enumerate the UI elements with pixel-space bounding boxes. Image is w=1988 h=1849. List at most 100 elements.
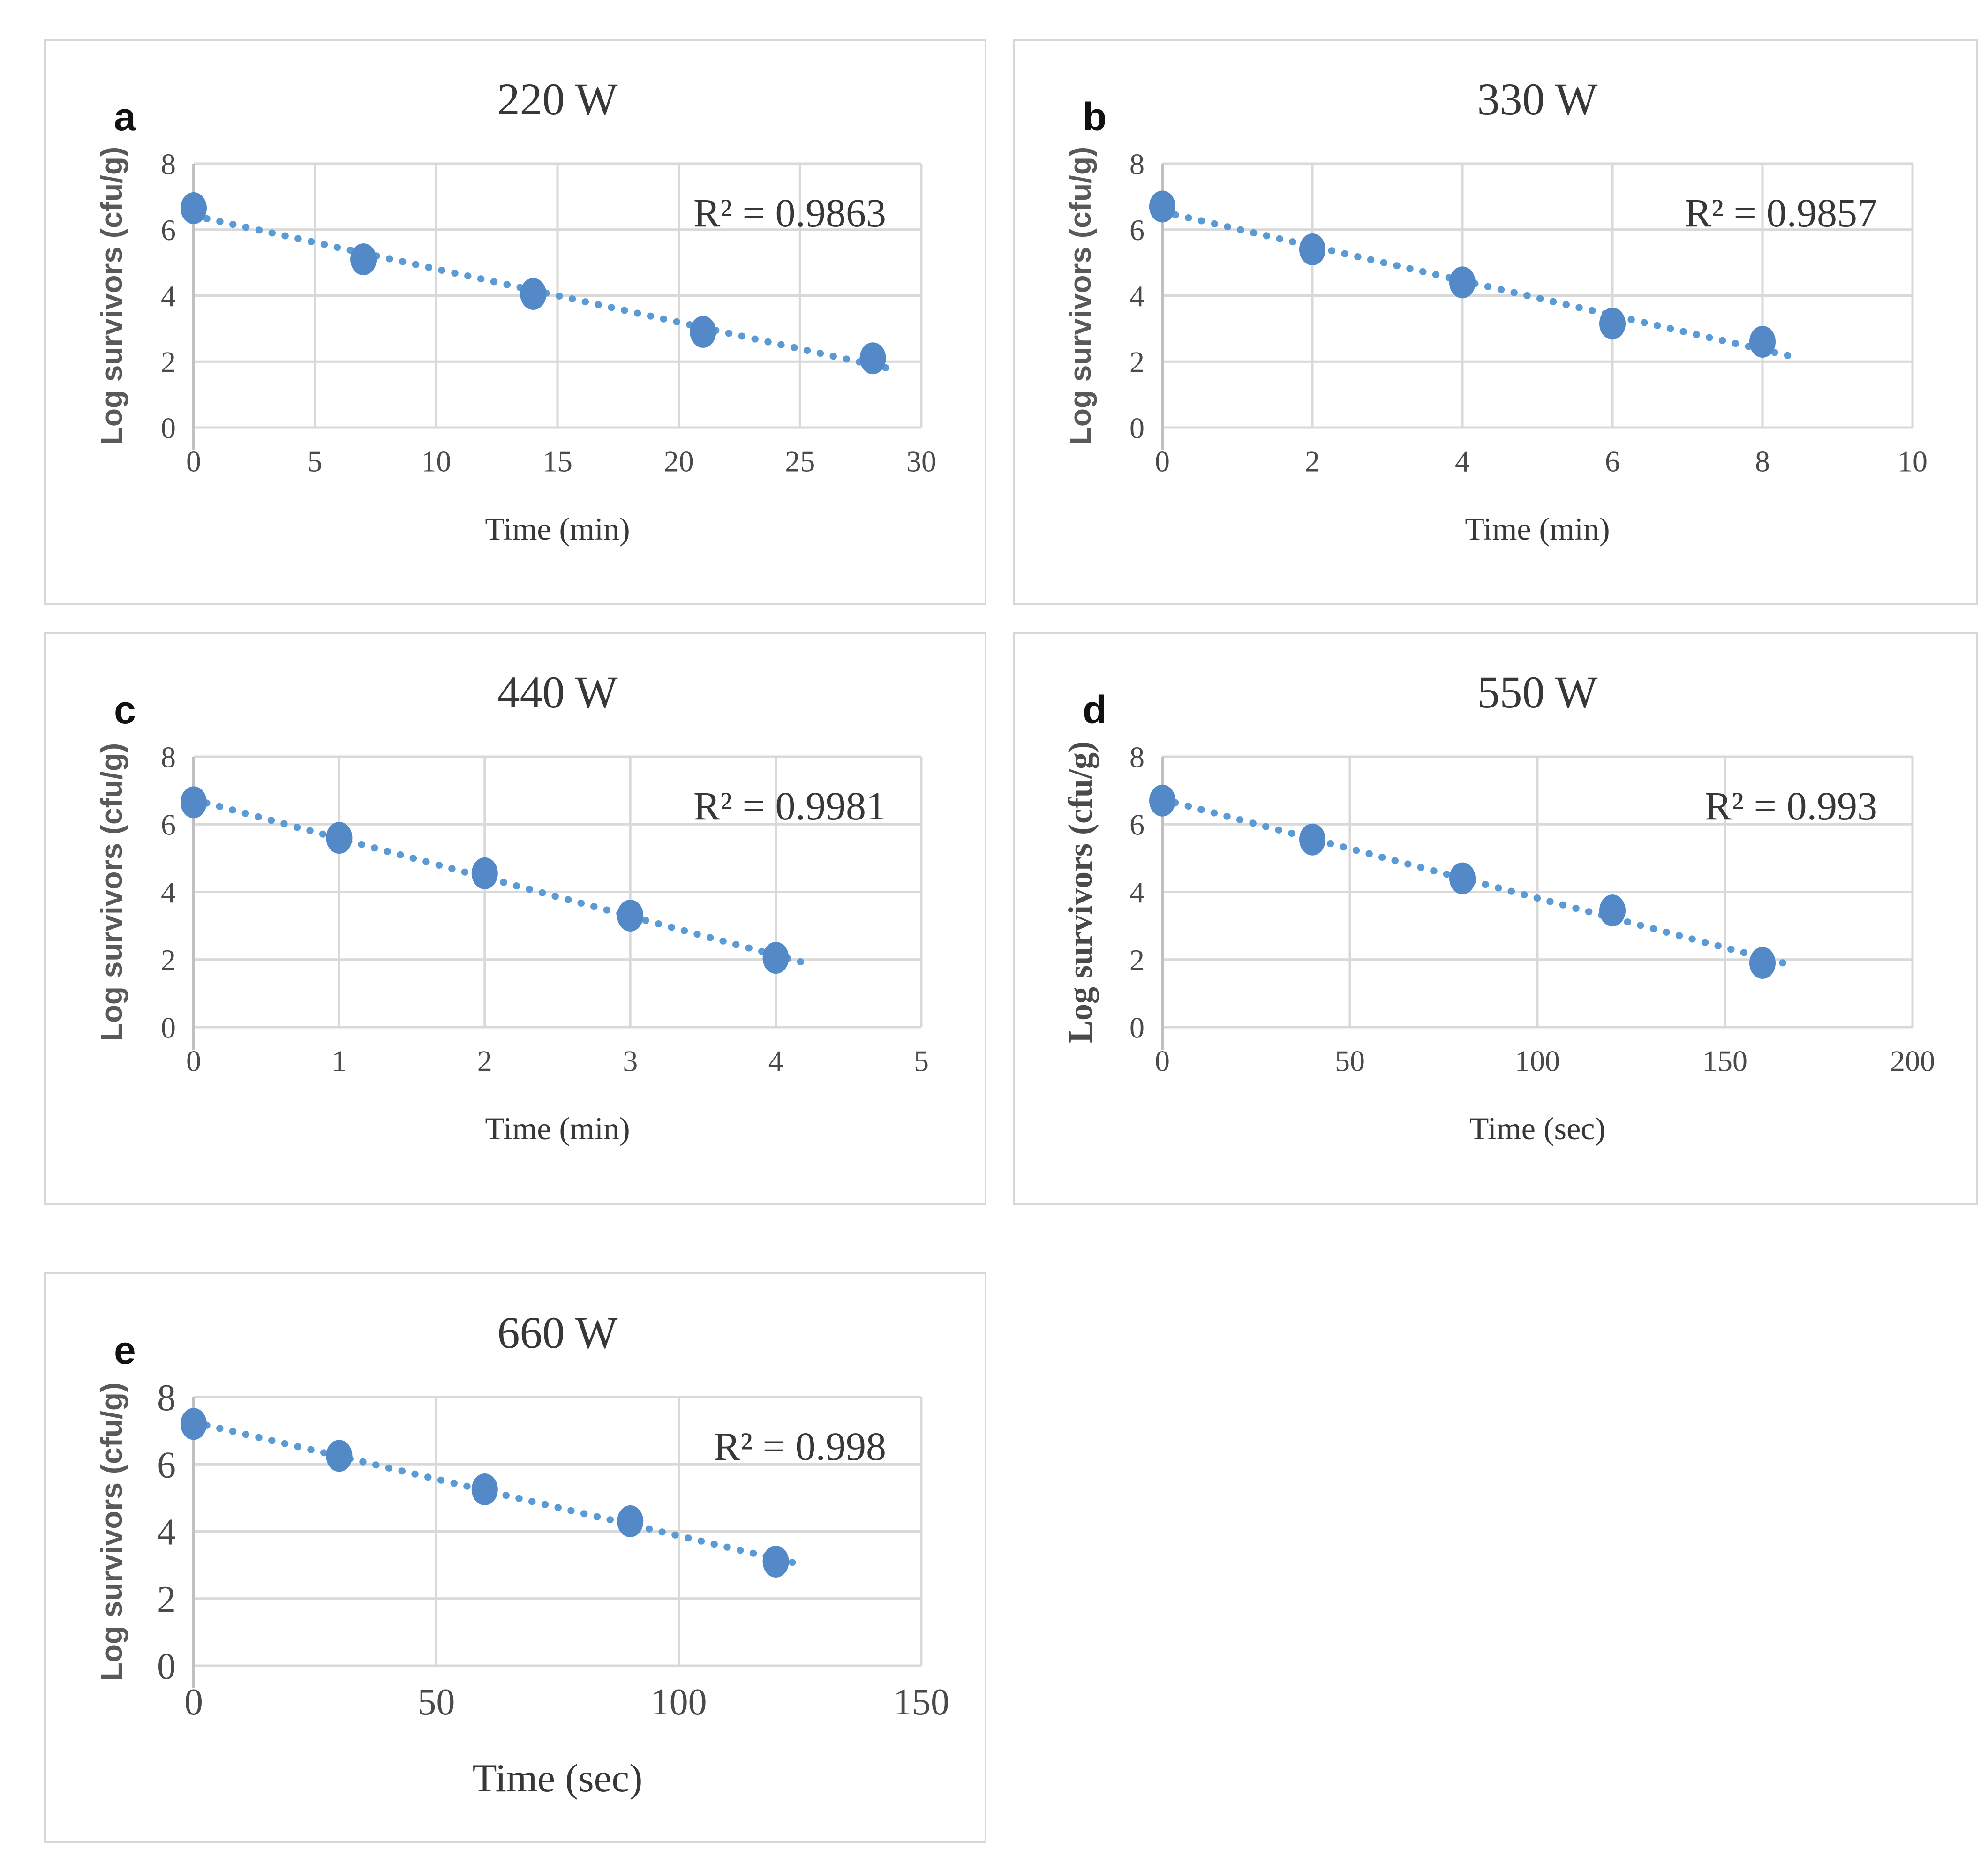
panel-letter: b [1083,95,1107,139]
trendline [190,1419,805,1568]
x-tick-label: 50 [1335,1045,1365,1078]
chart-title: 550 W [1477,667,1598,717]
panel-letter: a [114,95,136,139]
y-tick-label: 6 [1130,808,1145,842]
data-point-marker [1599,308,1626,340]
chart-title: 220 W [497,74,618,124]
data-point-marker [1449,862,1476,894]
panel-letter: e [114,1328,136,1372]
y-tick-label: 4 [157,1512,176,1553]
x-tick-label: 0 [184,1682,203,1723]
y-tick-label: 8 [1130,740,1145,774]
y-tick-label: 0 [161,1011,176,1044]
chart-panel-550w: d 550 W Log survivors (cfu/g) 0 50 100 150 2… [1013,632,1978,1205]
y-tick-label: 2 [1130,346,1145,379]
chart-panel-660w: e 660 W Log survivors (cfu/g) 0 50 100 150 0… [44,1272,986,1843]
data-point-marker [181,1408,207,1440]
y-tick-label: 8 [161,147,176,180]
x-tick-label: 30 [906,445,936,478]
y-tick-label: 8 [1130,147,1145,180]
x-tick-label: 4 [768,1045,783,1078]
trendline [1159,208,1792,360]
data-point-marker [181,192,207,225]
chart-panel-220w: a 220 W Log survivors (cfu/g) 0 5 10 15 20 25… [44,39,986,605]
y-tick-label: 0 [1130,411,1145,444]
data-point-marker [520,278,547,310]
data-point-marker [1749,947,1776,979]
panel-letter: c [114,688,136,732]
x-tick-label: 5 [914,1045,929,1078]
y-tick-label: 2 [157,1579,176,1620]
data-point-marker [326,1440,353,1472]
y-tick-label: 4 [1130,279,1145,313]
x-tick-label: 2 [1305,445,1320,478]
y-tick-label: 8 [161,740,176,774]
y-tick-label: 6 [161,808,176,842]
x-tick-label: 150 [1702,1045,1747,1078]
x-tick-label: 200 [1890,1045,1935,1078]
x-tick-label: 100 [1515,1045,1560,1078]
data-point-marker [1449,266,1476,299]
y-tick-label: 2 [161,346,176,379]
data-point-marker [1749,326,1776,358]
y-tick-label: 6 [1130,213,1145,247]
x-axis-label: Time (min) [485,1111,630,1146]
y-tick-label: 4 [161,279,176,313]
data-point-marker [617,1505,644,1538]
data-point-marker [1149,190,1175,223]
chart-title: 440 W [497,667,618,717]
y-tick-label: 2 [161,943,176,977]
x-axis-label: Time (min) [1465,511,1610,547]
y-tick-label: 6 [161,213,176,247]
x-tick-label: 50 [417,1682,455,1723]
y-tick-label: 0 [1130,1011,1145,1044]
data-point-marker [471,857,498,889]
chart-panel-330w: b 330 W Log survivors (cfu/g) 0 2 4 6 8 10 0 2 4… [1013,39,1978,605]
scatter-plot: 0 5 10 15 20 25 30 0 2 4 6 8 [161,147,936,478]
data-point-marker [181,786,207,819]
x-tick-label: 4 [1455,445,1470,478]
x-tick-label: 5 [308,445,323,478]
data-point-marker [617,899,644,932]
x-tick-label: 150 [893,1682,949,1723]
scatter-plot: 0 50 100 150 200 0 2 4 6 8 [1130,740,1935,1078]
r-squared-annotation: R² = 0.9981 [693,783,886,828]
y-tick-label: 0 [157,1646,176,1687]
x-tick-label: 0 [186,445,201,478]
panel-letter: d [1083,688,1107,732]
x-tick-label: 0 [1155,445,1170,478]
x-tick-label: 2 [477,1045,492,1078]
scatter-plot: 0 50 100 150 0 2 4 6 8 [157,1377,949,1723]
x-tick-label: 100 [651,1682,707,1723]
data-point-marker [690,316,716,348]
x-tick-label: 6 [1605,445,1620,478]
y-tick-label: 8 [157,1377,176,1419]
y-tick-label: 4 [161,876,176,909]
x-tick-label: 1 [331,1045,346,1078]
y-tick-label: 4 [1130,876,1145,909]
x-axis-label: Time (min) [485,511,630,547]
x-tick-label: 25 [785,445,815,478]
trendline [190,796,805,966]
data-point-marker [762,1545,789,1578]
trendline [1159,796,1792,968]
x-tick-label: 10 [421,445,451,478]
x-tick-label: 8 [1755,445,1770,478]
data-point-marker [1599,894,1626,927]
x-axis-label: Time (sec) [1469,1111,1606,1146]
data-point-marker [1299,823,1325,856]
r-squared-annotation: R² = 0.998 [713,1424,886,1469]
scatter-plot: 0 1 2 3 4 5 0 2 4 6 8 [161,740,929,1078]
data-point-marker [471,1473,498,1505]
r-squared-annotation: R² = 0.993 [1704,783,1877,828]
data-point-marker [859,342,886,375]
x-tick-label: 0 [186,1045,201,1078]
data-point-marker [326,822,353,854]
x-tick-label: 3 [623,1045,638,1078]
r-squared-annotation: R² = 0.9857 [1684,190,1877,235]
x-tick-label: 15 [542,445,572,478]
y-tick-label: 6 [157,1444,176,1486]
data-point-marker [1299,233,1325,265]
